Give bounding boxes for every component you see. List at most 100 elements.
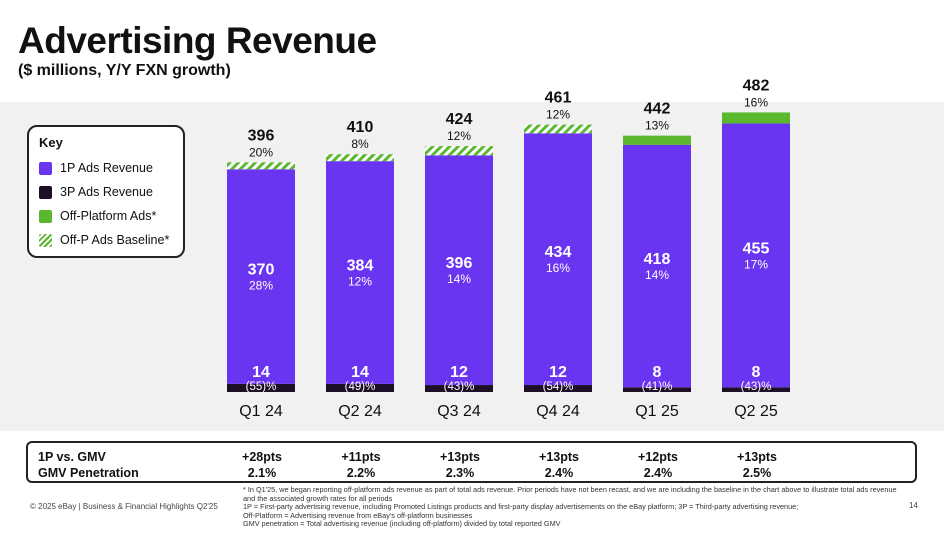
page-number: 14 — [909, 501, 918, 510]
page-title: Advertising Revenue — [18, 20, 377, 61]
label-1p-growth-5: 17% — [744, 257, 768, 271]
metric-gmv-pen-q1-25: 2.4% — [643, 466, 673, 480]
label-total-5: 482 — [743, 77, 770, 94]
x-tick-label-2: Q3 24 — [437, 403, 481, 420]
label-total-4: 442 — [644, 101, 671, 118]
bar-3p-2 — [425, 385, 493, 392]
label-total-2: 424 — [446, 111, 473, 128]
label-total-3: 461 — [545, 90, 572, 107]
metric-label-gmv-penetration: GMV Penetration — [38, 466, 139, 480]
legend-swatch-offp — [39, 209, 52, 223]
label-3p-value-5: 8 — [752, 364, 761, 381]
legend-item-offp-baseline: Off-P Ads Baseline* — [39, 228, 173, 252]
label-3p-growth-1: (49)% — [345, 381, 376, 393]
label-1p-value-3: 434 — [545, 244, 572, 261]
metric-gmv-pen-q2-25: 2.5% — [742, 466, 772, 480]
label-3p-growth-5: (43)% — [741, 381, 772, 393]
label-3p-value-0: 14 — [252, 364, 270, 381]
label-total-0: 396 — [248, 127, 275, 144]
label-1p-value-5: 455 — [743, 240, 770, 257]
metric-gmv-pen-q2-24: 2.2% — [346, 466, 376, 480]
bar-offp-baseline-3 — [524, 124, 592, 134]
legend-item-3p: 3P Ads Revenue — [39, 180, 173, 204]
metric-gmv-pen-q1-24: 2.1% — [247, 466, 277, 480]
label-1p-value-1: 384 — [347, 258, 374, 275]
legend-swatch-offp-baseline — [39, 233, 52, 247]
x-tick-label-4: Q1 25 — [635, 403, 679, 420]
metric-1p-vs-gmv-q3-24: +13pts — [440, 450, 480, 464]
label-1p-value-0: 370 — [248, 262, 275, 279]
label-1p-growth-0: 28% — [249, 279, 273, 293]
label-3p-growth-4: (41)% — [642, 381, 673, 393]
bar-1p-1 — [326, 161, 394, 384]
label-total-growth-3: 12% — [546, 108, 570, 122]
footnote-offplatform: * In Q1'25, we began reporting off-platf… — [243, 485, 897, 503]
metric-1p-vs-gmv-q1-24: +28pts — [242, 450, 282, 464]
label-total-growth-4: 13% — [645, 119, 669, 133]
label-1p-value-2: 396 — [446, 255, 473, 272]
legend-swatch-1p — [39, 161, 52, 175]
bar-offp-baseline-2 — [425, 146, 493, 156]
metric-1p-vs-gmv-q1-25: +12pts — [638, 450, 678, 464]
label-3p-value-3: 12 — [549, 364, 567, 381]
bar-1p-5 — [722, 123, 790, 388]
metric-1p-vs-gmv-q4-24: +13pts — [539, 450, 579, 464]
metric-gmv-pen-q3-24: 2.3% — [445, 466, 475, 480]
label-total-growth-1: 8% — [351, 137, 369, 151]
label-3p-value-2: 12 — [450, 364, 468, 381]
x-tick-label-5: Q2 25 — [734, 403, 778, 420]
label-total-growth-5: 16% — [744, 95, 768, 109]
label-3p-value-4: 8 — [653, 364, 662, 381]
footnotes: * In Q1'25, we began reporting off-platf… — [243, 485, 905, 529]
label-3p-growth-2: (43)% — [444, 381, 475, 393]
bar-3p-4 — [623, 387, 691, 392]
label-total-1: 410 — [347, 119, 374, 136]
legend-label-offp-baseline: Off-P Ads Baseline* — [60, 233, 170, 247]
legend-label-3p: 3P Ads Revenue — [60, 185, 153, 199]
bar-offp-baseline-0 — [227, 162, 295, 170]
bar-offp-4 — [623, 135, 691, 145]
x-tick-label-3: Q4 24 — [536, 403, 580, 420]
label-1p-growth-1: 12% — [348, 275, 372, 289]
label-3p-growth-0: (55)% — [246, 381, 277, 393]
bar-offp-5 — [722, 112, 790, 124]
metric-label-1p-vs-gmv: 1P vs. GMV — [38, 450, 106, 464]
bar-1p-4 — [623, 144, 691, 388]
label-total-growth-2: 12% — [447, 129, 471, 143]
x-tick-label-1: Q2 24 — [338, 403, 382, 420]
bar-1p-0 — [227, 169, 295, 384]
label-3p-value-1: 14 — [351, 364, 369, 381]
bar-1p-2 — [425, 155, 493, 386]
x-tick-label-0: Q1 24 — [239, 403, 283, 420]
label-3p-growth-3: (54)% — [543, 381, 574, 393]
page-subtitle: ($ millions, Y/Y FXN growth) — [18, 62, 231, 79]
legend-label-offp: Off-Platform Ads* — [60, 209, 157, 223]
metric-1p-vs-gmv-q2-25: +13pts — [737, 450, 777, 464]
bar-3p-1 — [326, 383, 394, 392]
footnote-gmv-penetration: GMV penetration = Total advertising reve… — [243, 519, 561, 529]
metric-1p-vs-gmv-q2-24: +11pts — [341, 450, 381, 464]
label-1p-value-4: 418 — [644, 251, 671, 268]
label-total-growth-0: 20% — [249, 145, 273, 159]
legend-title: Key — [39, 135, 63, 150]
legend-item-1p: 1P Ads Revenue — [39, 156, 173, 180]
legend-label-1p: 1P Ads Revenue — [60, 161, 153, 175]
bar-3p-5 — [722, 387, 790, 392]
footnote-definitions: 1P = First-party advertising revenue, in… — [243, 502, 799, 512]
legend-item-offp: Off-Platform Ads* — [39, 204, 173, 228]
footnote-offplatform-def: Off-Platform = Advertising revenue from … — [243, 510, 473, 520]
bar-offp-baseline-1 — [326, 154, 394, 162]
bar-3p-3 — [524, 385, 592, 392]
copyright-text: © 2025 eBay | Business & Financial Highl… — [30, 502, 218, 511]
metrics-table: 1P vs. GMV GMV Penetration +28pts +11pts… — [26, 441, 917, 483]
label-1p-growth-2: 14% — [447, 272, 471, 286]
legend-box: Key 1P Ads Revenue 3P Ads Revenue Off-Pl… — [27, 125, 185, 258]
metric-gmv-pen-q4-24: 2.4% — [544, 466, 574, 480]
bar-1p-3 — [524, 133, 592, 386]
label-1p-growth-3: 16% — [546, 261, 570, 275]
label-1p-growth-4: 14% — [645, 268, 669, 282]
bar-3p-0 — [227, 383, 295, 392]
legend-swatch-3p — [39, 185, 52, 199]
